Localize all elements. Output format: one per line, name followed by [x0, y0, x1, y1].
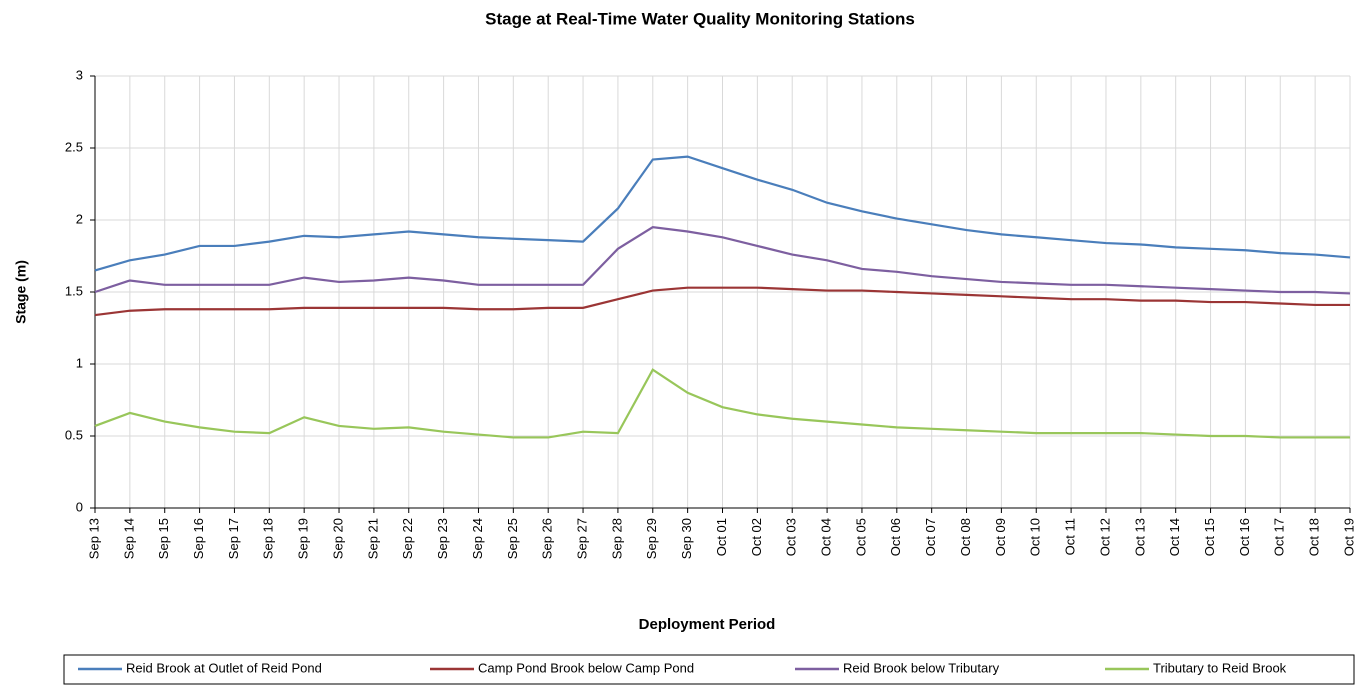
x-tick-label: Oct 02 — [749, 518, 764, 556]
y-tick-label: 1 — [76, 355, 83, 370]
legend-box — [63, 654, 1355, 685]
x-tick-label: Sep 17 — [226, 518, 241, 559]
x-tick-label: Oct 09 — [993, 518, 1008, 556]
x-tick-label: Oct 11 — [1063, 518, 1078, 555]
x-tick-label: Oct 17 — [1272, 518, 1287, 556]
x-tick-label: Oct 15 — [1202, 518, 1217, 556]
x-tick-label: Sep 24 — [470, 518, 485, 559]
x-tick-label: Sep 19 — [296, 518, 311, 559]
y-tick-label: 2.5 — [65, 139, 83, 154]
legend-label: Reid Brook below Tributary — [843, 660, 1000, 675]
y-tick-label: 1.5 — [65, 283, 83, 298]
chart-title: Stage at Real-Time Water Quality Monitor… — [485, 9, 915, 28]
x-tick-label: Oct 01 — [714, 518, 729, 556]
x-tick-label: Sep 13 — [86, 518, 101, 559]
x-tick-label: Sep 15 — [156, 518, 171, 559]
legend-label: Reid Brook at Outlet of Reid Pond — [126, 660, 322, 675]
x-tick-label: Oct 14 — [1167, 518, 1182, 556]
x-tick-label: Sep 21 — [365, 518, 380, 559]
x-tick-label: Oct 03 — [784, 518, 799, 556]
x-tick-label: Oct 19 — [1341, 518, 1356, 556]
y-tick-label: 3 — [76, 67, 83, 82]
x-axis-label: Deployment Period — [639, 616, 776, 633]
x-tick-label: Sep 30 — [679, 518, 694, 559]
series-line — [94, 368, 1350, 439]
x-tick-label: Oct 06 — [888, 518, 903, 556]
x-tick-label: Sep 14 — [121, 518, 136, 559]
x-tick-label: Sep 29 — [644, 518, 659, 559]
x-tick-label: Oct 07 — [923, 518, 938, 556]
legend-label: Tributary to Reid Brook — [1153, 660, 1287, 675]
x-tick-label: Sep 16 — [191, 518, 206, 559]
y-tick-label: 0 — [76, 499, 83, 514]
x-tick-label: Sep 23 — [435, 518, 450, 559]
x-tick-label: Sep 26 — [540, 518, 555, 559]
series-line — [94, 286, 1350, 317]
x-tick-label: Sep 20 — [330, 518, 345, 559]
series-line — [94, 226, 1351, 295]
series-line — [94, 155, 1351, 272]
x-tick-label: Sep 28 — [609, 518, 624, 559]
legend-label: Camp Pond Brook below Camp Pond — [478, 660, 694, 675]
x-tick-label: Oct 05 — [853, 518, 868, 556]
x-tick-label: Sep 22 — [400, 518, 415, 559]
x-tick-label: Oct 04 — [819, 518, 834, 556]
x-tick-label: Oct 16 — [1237, 518, 1252, 556]
y-tick-label: 2 — [76, 211, 83, 226]
x-tick-label: Oct 10 — [1028, 518, 1043, 556]
x-tick-label: Oct 08 — [958, 518, 973, 556]
x-tick-label: Oct 18 — [1307, 518, 1322, 556]
x-tick-label: Sep 27 — [574, 518, 589, 559]
x-tick-label: Oct 12 — [1097, 518, 1112, 556]
x-tick-label: Sep 18 — [261, 518, 276, 559]
x-tick-label: Sep 25 — [505, 518, 520, 559]
x-tick-label: Oct 13 — [1132, 518, 1147, 556]
y-axis-label: Stage (m) — [13, 260, 29, 324]
y-tick-label: 0.5 — [65, 427, 83, 442]
